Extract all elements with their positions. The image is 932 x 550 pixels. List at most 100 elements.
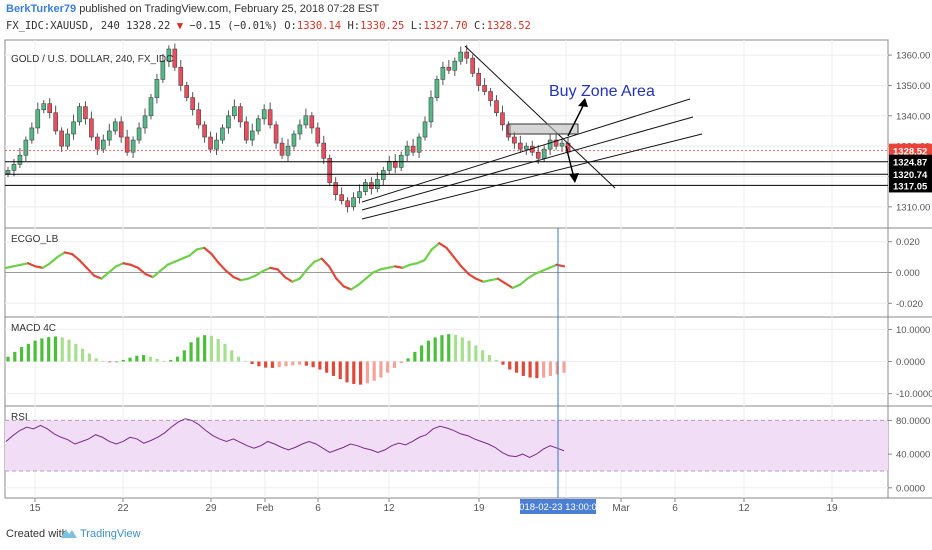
published-text: published on TradingView.com, February 2… [79, 3, 380, 15]
ecgo-segment [188, 248, 198, 257]
x-tick-label: Feb [256, 503, 274, 514]
change-value: −0.15 (−0.01%) [189, 20, 278, 32]
y-tick-label: 1360.00 [896, 51, 930, 62]
macd-bar [392, 361, 397, 368]
candle-body [494, 100, 499, 114]
ecgo-segment [327, 265, 338, 280]
candle-body [166, 48, 172, 62]
macd-bar [413, 351, 417, 362]
candle-body [220, 127, 225, 141]
symbol-label[interactable]: FX_IDC:XAUUSD, 240 [6, 20, 120, 32]
chart-area[interactable]: 152229Feb6121926Mar612191310.001320.0013… [0, 38, 932, 518]
candle-body [446, 66, 452, 71]
ecgo-segment [540, 266, 551, 273]
price-label-box [889, 143, 932, 158]
candle-body [482, 85, 487, 92]
ecgo-segment [41, 262, 52, 269]
candle-body [41, 103, 47, 111]
candle-body [238, 106, 243, 123]
tradingview-brand[interactable]: TradingView [80, 528, 141, 540]
macd-bar [555, 361, 559, 375]
arrow-up-icon [578, 98, 588, 107]
macd-bar [331, 361, 336, 376]
ecgo-segment [129, 263, 140, 269]
ecgo-segment [467, 272, 477, 280]
price-label-box [889, 178, 932, 193]
macd-bar [474, 345, 478, 362]
trend-line [361, 116, 694, 211]
ecgo-segment [379, 266, 389, 271]
candle-body [458, 51, 464, 62]
candle-body [333, 182, 338, 195]
candle-body [5, 170, 11, 174]
macd-bar [209, 335, 214, 362]
macd-bar [358, 361, 363, 385]
macd-bar [6, 356, 10, 362]
macd-bar [175, 356, 180, 362]
macd-bar [548, 361, 553, 376]
ecgo-segment [166, 260, 176, 266]
ecgo-segment [56, 251, 66, 259]
ecgo-segment [504, 282, 514, 289]
candle-body [101, 139, 106, 150]
macd-bar [379, 361, 383, 378]
ecgo-segment [173, 257, 184, 263]
ecgo-segment [416, 259, 426, 265]
candle-body [202, 124, 207, 138]
candle-body [375, 179, 380, 189]
ecgo-segment [12, 263, 22, 268]
arrow-down-line [565, 145, 575, 179]
ecgo-segment [34, 265, 44, 269]
macd-bar [399, 361, 403, 364]
tradingview-logo-icon[interactable] [60, 526, 78, 540]
candle-body [214, 139, 219, 150]
ecgo-segment [291, 277, 301, 283]
ecgo-segment [107, 265, 118, 274]
candle-body [452, 60, 458, 71]
ecgo-segment [276, 268, 287, 279]
macd-bar [60, 337, 64, 362]
candle-body [523, 145, 529, 150]
macd-bar [26, 343, 30, 362]
candle-body [440, 66, 446, 80]
close-value: 1328.52 [486, 20, 531, 32]
ecgo-segment [533, 269, 544, 276]
macd-bar [277, 361, 281, 368]
price-label: 1328.52 [893, 147, 927, 158]
macd-bar [47, 337, 51, 362]
y-tick-label: 1310.00 [896, 202, 930, 213]
ecgo-segment [122, 262, 132, 266]
macd-bar [494, 359, 498, 362]
ecgo-segment [63, 251, 74, 256]
macd-bar [108, 361, 112, 363]
macd-bar [501, 361, 505, 365]
y-tick-label: 0.020 [896, 237, 920, 248]
candle-body [309, 115, 315, 129]
candle-body [29, 127, 35, 141]
candle-body [184, 85, 190, 98]
ecgo-segment [261, 266, 272, 273]
open-label: O: [284, 20, 297, 32]
ecgo-segment [85, 266, 96, 277]
ecgo-segment [423, 248, 433, 262]
trend-line [361, 98, 691, 203]
author-link[interactable]: BerkTurker79 [6, 3, 77, 15]
x-tick-label: 6 [315, 503, 321, 514]
ecgo-segment [438, 242, 448, 249]
ecgo-segment [70, 252, 81, 262]
ecgo-segment [357, 277, 367, 286]
candle-body [422, 121, 428, 138]
ecgo-segment [482, 279, 492, 283]
macd-bar [142, 355, 146, 362]
low-value: 1327.70 [423, 20, 468, 32]
close-label: C: [473, 20, 487, 32]
ecgo-segment [452, 256, 463, 268]
macd-bar [135, 355, 139, 362]
candle-body [118, 121, 124, 138]
cursor-time-box [520, 499, 596, 514]
macd-bar [216, 339, 220, 362]
candle-body [142, 115, 148, 129]
macd-bar [223, 343, 227, 362]
candle-body [178, 66, 184, 86]
ecgo-segment [496, 277, 507, 285]
